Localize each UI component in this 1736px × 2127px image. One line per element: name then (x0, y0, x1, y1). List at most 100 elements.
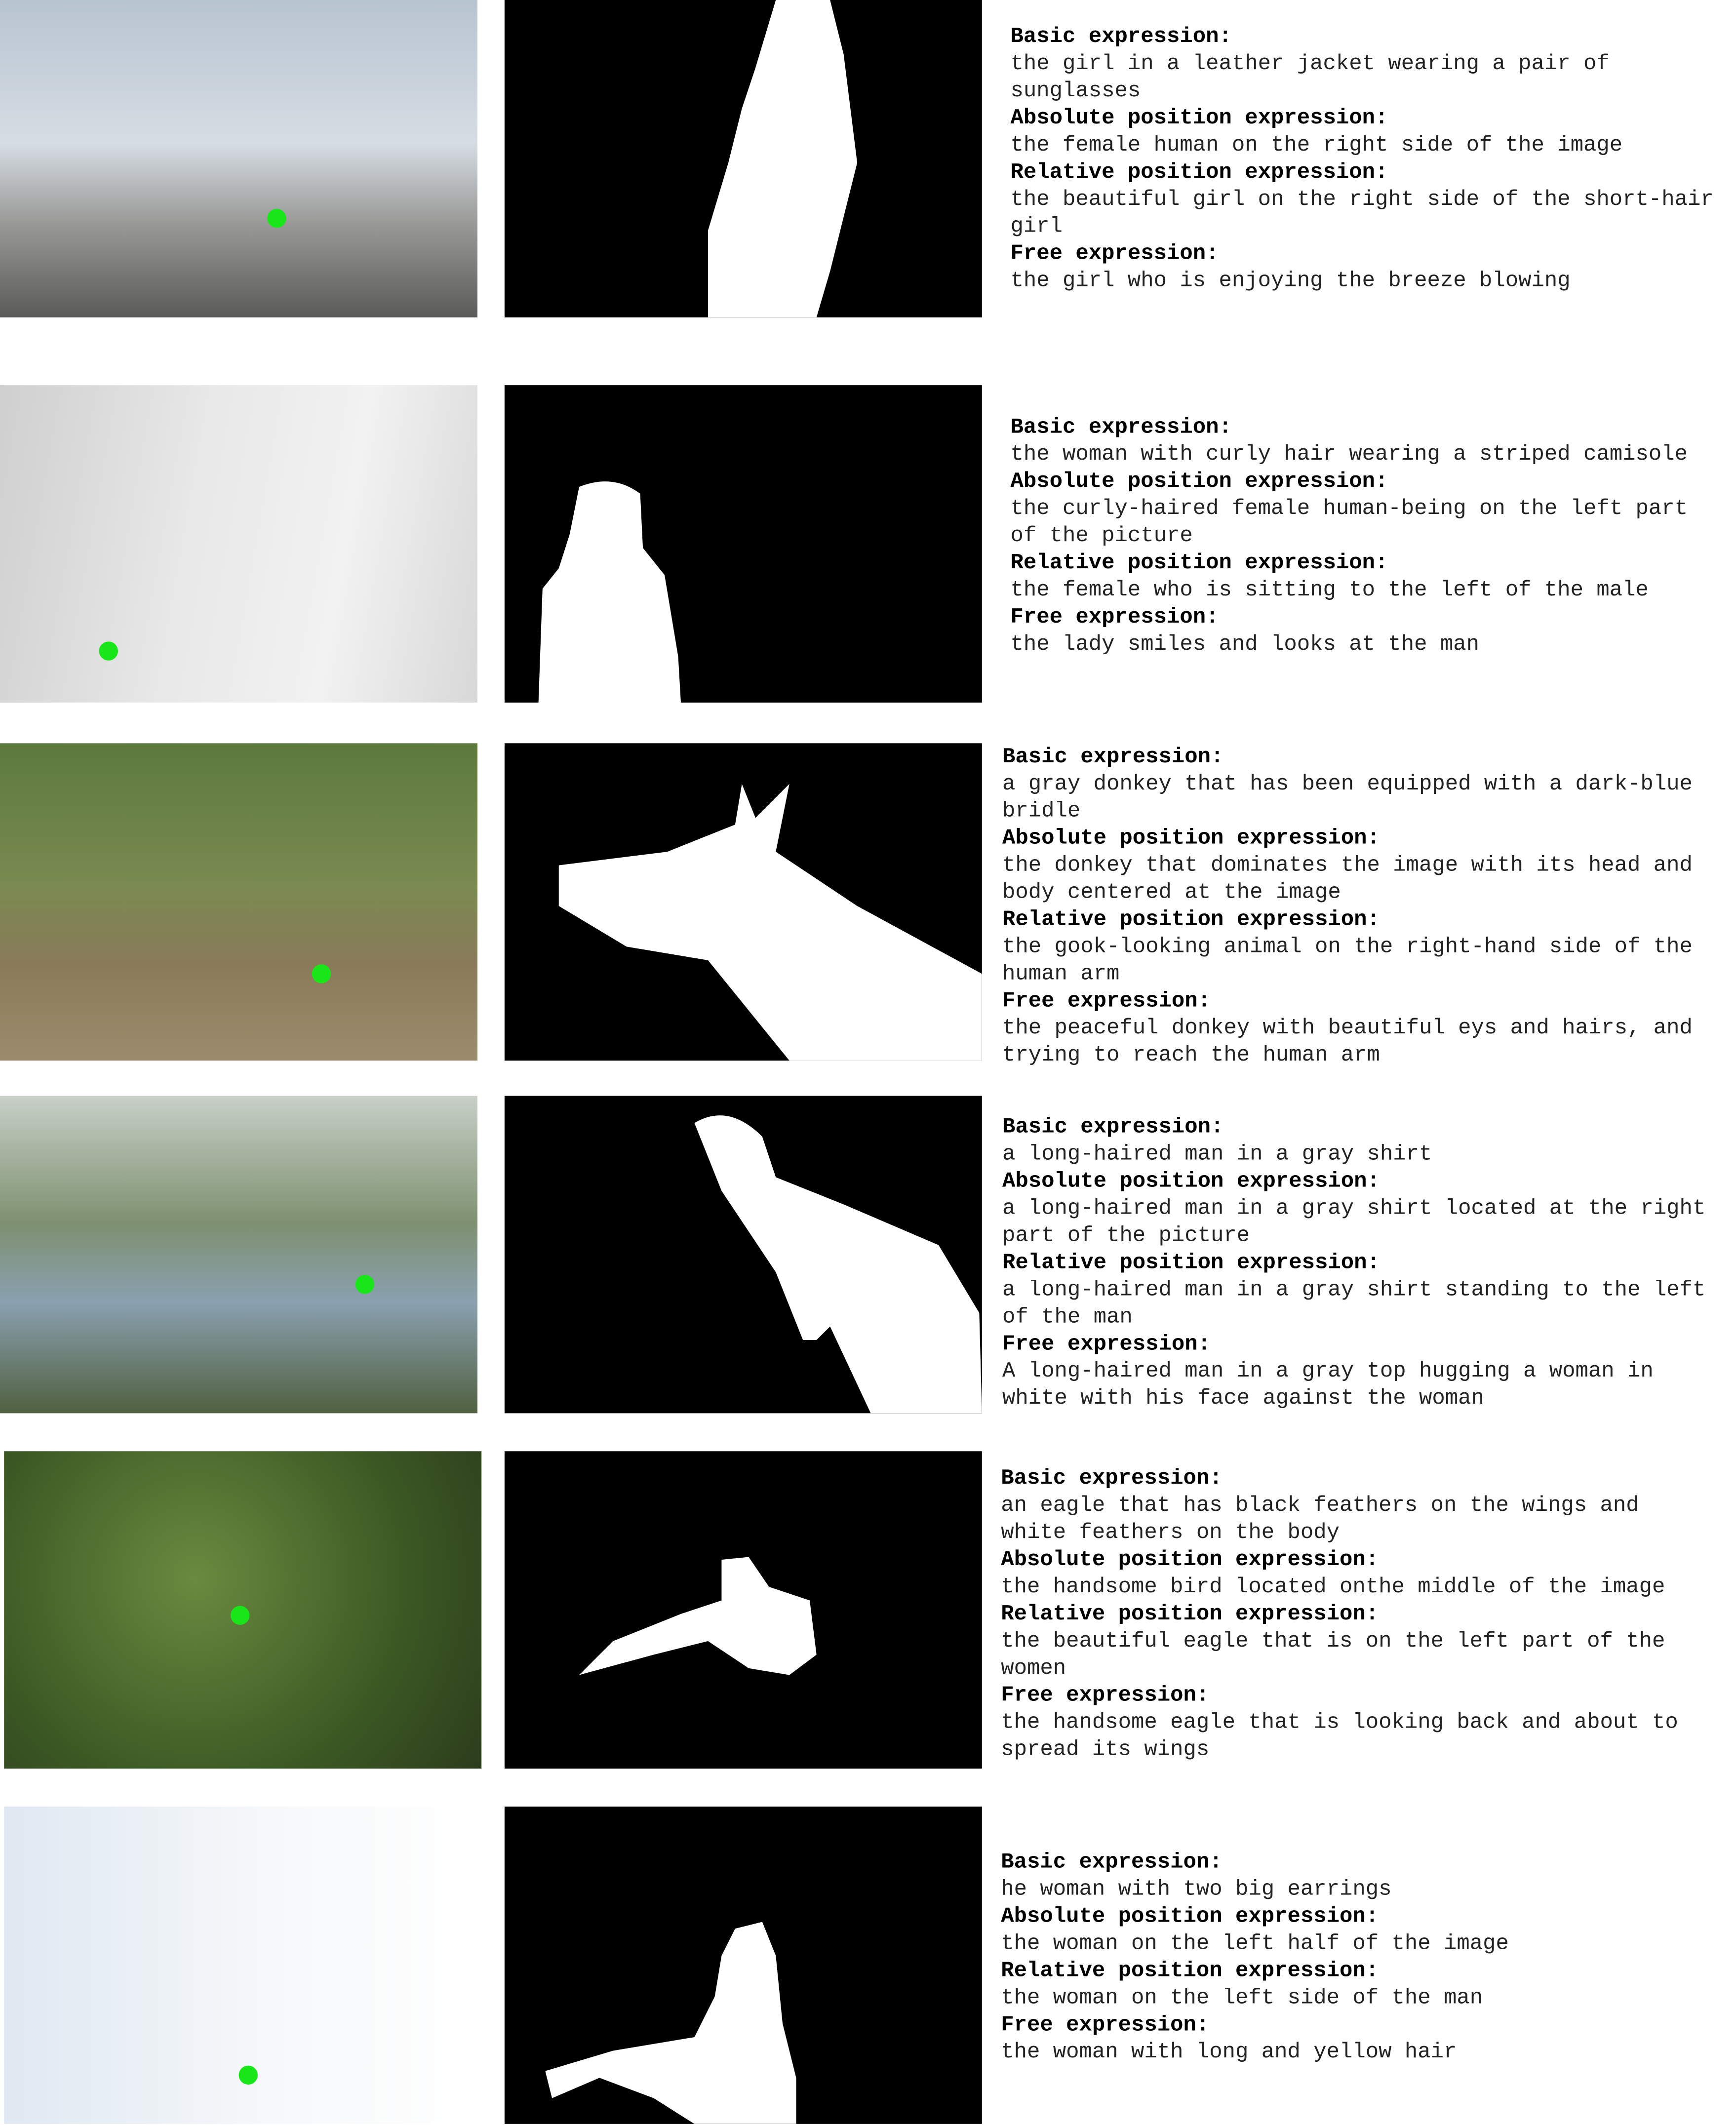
expression: Relative position expression: the female … (1011, 550, 1723, 604)
expression-label: Free expression: (1002, 1332, 1211, 1356)
expression-text: the girl in a leather jacket wearing a p… (1010, 51, 1610, 103)
expression-text: the woman with long and yellow hair (1001, 2040, 1457, 2064)
expression: Free expression: the peaceful donkey with… (1002, 987, 1714, 1069)
expression-text: the beautiful eagle that is on the left … (1001, 1629, 1665, 1681)
photo (0, 0, 477, 317)
click-point (238, 2065, 258, 2085)
mask-shape (558, 784, 982, 1061)
expression: Relative position expression: the gook-lo… (1002, 906, 1714, 987)
photo-overlay (238, 2065, 258, 2085)
expression: Absolute position expression: the curly-h… (1011, 468, 1723, 550)
expression-label: Relative position expression: (1002, 907, 1380, 932)
expression: Relative position expression: the beautif… (1001, 1600, 1713, 1682)
expression-list: Basic expression: the woman with curly ha… (1011, 414, 1723, 658)
expression: Relative position expression: the woman o… (1001, 1957, 1713, 2011)
expression-label: Basic expression: (1010, 24, 1232, 49)
expression-text: the curly-haired female human-being on t… (1010, 496, 1688, 548)
mask (504, 385, 982, 703)
photo (0, 1096, 477, 1414)
expression: Basic expression: the woman with curly ha… (1011, 414, 1723, 468)
expression-text: the female human on the right side of th… (1010, 133, 1623, 158)
expression-list: Basic expression: the girl in a leather j… (1011, 23, 1723, 294)
expression-label: Free expression: (1002, 988, 1211, 1014)
expression: Free expression: the lady smiles and look… (1011, 603, 1723, 658)
expression: Absolute position expression: the donkey … (1002, 825, 1714, 906)
mask-shape (579, 1557, 817, 1675)
mask-shape (538, 481, 681, 703)
expression: Basic expression: an eagle that has black… (1001, 1465, 1713, 1546)
photo (0, 743, 477, 1061)
expression-label: Relative position expression: (1010, 160, 1388, 185)
expression-label: Relative position expression: (1001, 1602, 1379, 1626)
expression-text: the peaceful donkey with beautiful eys a… (1002, 1016, 1693, 1067)
expression: Absolute position expression: the woman o… (1001, 1903, 1713, 1957)
expression: Basic expression: he woman with two big e… (1001, 1849, 1713, 1903)
mask-shape (545, 1922, 796, 2124)
expression-text: he woman with two big earrings (1001, 1877, 1392, 1902)
expression-text: a long-haired man in a gray shirt locate… (1002, 1196, 1706, 1248)
expression-text: A long-haired man in a gray top hugging … (1002, 1359, 1654, 1411)
mask-silhouette (708, 0, 858, 317)
expression-text: the beautiful girl on the right side of … (1010, 187, 1714, 239)
mask-silhouette (694, 1115, 982, 1414)
expression-label: Absolute position expression: (1010, 469, 1388, 494)
expression-text: the donkey that dominates the image with… (1002, 853, 1693, 905)
photo (4, 1807, 482, 2124)
photo (0, 385, 477, 703)
expression-text: a long-haired man in a gray shirt (1002, 1142, 1432, 1167)
mask-silhouette (538, 481, 681, 703)
expression-label: Free expression: (1010, 605, 1219, 630)
click-point (355, 1275, 375, 1294)
photo-overlay (267, 209, 286, 228)
expression: Basic expression: a long-haired man in a … (1002, 1113, 1714, 1168)
mask-silhouette (579, 1557, 817, 1675)
photo-overlay (312, 964, 331, 984)
mask (504, 1451, 982, 1769)
expression-label: Free expression: (1010, 241, 1219, 266)
expression-text: the handsome eagle that is looking back … (1001, 1710, 1678, 1762)
mask (504, 1807, 982, 2124)
expression-label: Basic expression: (1001, 1466, 1223, 1491)
mask-shape (694, 1115, 982, 1414)
expression-list: Basic expression: he woman with two big e… (1001, 1849, 1713, 2066)
expression-label: Basic expression: (1002, 1115, 1224, 1140)
expression-label: Absolute position expression: (1002, 826, 1380, 851)
expression-label: Basic expression: (1010, 415, 1232, 440)
expression-text: an eagle that has black feathers on the … (1001, 1493, 1639, 1545)
expression: Absolute position expression: the handsom… (1001, 1546, 1713, 1601)
expression-list: Basic expression: an eagle that has black… (1001, 1465, 1713, 1763)
photo-overlay (355, 1275, 375, 1294)
mask-silhouette (545, 1922, 796, 2124)
expression: Absolute position expression: the female … (1011, 105, 1723, 159)
expression: Free expression: A long-haired man in a g… (1002, 1331, 1714, 1412)
mask (504, 743, 982, 1061)
mask (504, 1096, 982, 1414)
expression: Free expression: the handsome eagle that … (1001, 1682, 1713, 1763)
expression-text: the lady smiles and looks at the man (1010, 632, 1480, 657)
expression-text: the gook-looking animal on the right-han… (1002, 934, 1693, 986)
mask-shape (708, 0, 858, 317)
expression: Absolute position expression: a long-hair… (1002, 1168, 1714, 1249)
photo-overlay (99, 641, 118, 661)
click-point (230, 1606, 250, 1625)
expression: Relative position expression: a long-hair… (1002, 1249, 1714, 1331)
expression: Relative position expression: the beautif… (1011, 158, 1723, 240)
expression-list: Basic expression: a long-haired man in a … (1002, 1113, 1714, 1412)
expression-text: the girl who is enjoying the breeze blow… (1010, 268, 1571, 293)
expression-text: a gray donkey that has been equipped wit… (1002, 772, 1693, 824)
expression: Basic expression: a gray donkey that has … (1002, 743, 1714, 825)
mask-silhouette (558, 784, 982, 1061)
click-point (312, 964, 331, 984)
expression-list: Basic expression: a gray donkey that has … (1002, 743, 1714, 1068)
expression-text: the woman on the left half of the image (1001, 1931, 1509, 1956)
expression-label: Relative position expression: (1002, 1250, 1380, 1275)
expression-label: Basic expression: (1001, 1850, 1223, 1875)
expression-text: the handsome bird located onthe middle o… (1001, 1575, 1665, 1599)
photo (4, 1451, 482, 1769)
click-point (99, 641, 118, 661)
expression-label: Absolute position expression: (1001, 1904, 1379, 1929)
expression-label: Relative position expression: (1001, 1958, 1379, 1983)
mask (504, 0, 982, 317)
